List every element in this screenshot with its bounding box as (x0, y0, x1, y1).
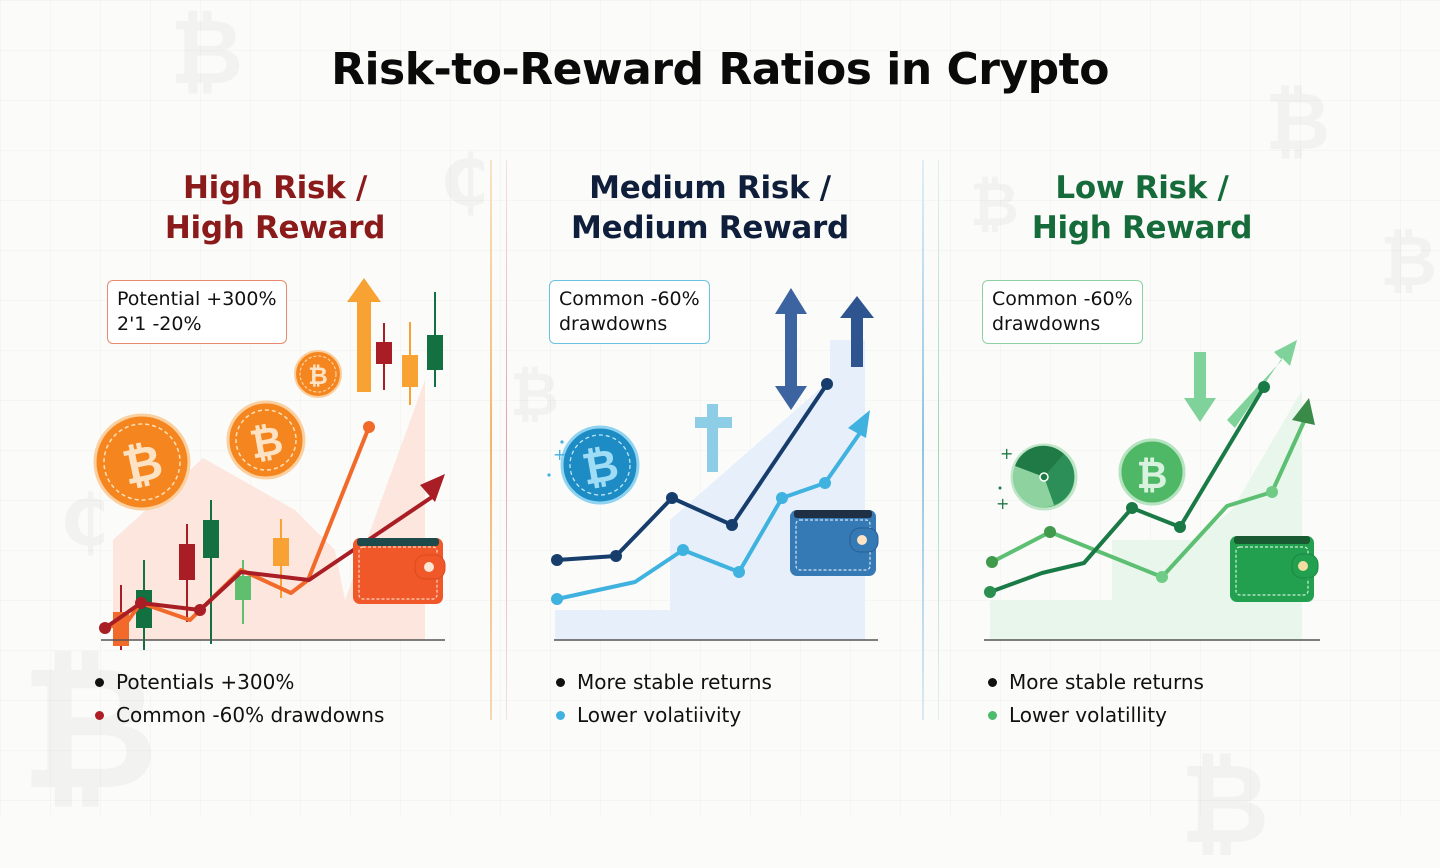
dark-green-line (989, 385, 1266, 594)
bullet-item: More stable returns (988, 666, 1204, 699)
callout-box: Common -60% drawdowns (549, 280, 710, 344)
svg-text:+: + (553, 445, 566, 464)
panel-high-risk: High Risk / High Reward Potential +300% … (75, 160, 475, 740)
callout-box: Common -60% drawdowns (982, 280, 1143, 344)
bitcoin-coin-icon: ₿ (226, 400, 306, 480)
bitcoin-coin-icon: ₿ + (547, 425, 640, 505)
callout-box: Potential +300% 2'1 -20% (107, 280, 287, 344)
arrow-head (1292, 398, 1315, 425)
heading-line-2: High Reward (1031, 210, 1253, 246)
bitcoin-coin-icon: ₿ (93, 413, 191, 511)
panel-low-risk: Low Risk / High Reward Common -60% drawd… (962, 160, 1362, 740)
divider-left-accent (506, 160, 507, 720)
svg-text:₿: ₿ (578, 439, 622, 495)
panel-heading: Medium Risk / Medium Reward (510, 168, 910, 248)
bullet-list: More stable returns Lower volatillity (988, 666, 1204, 732)
light-green-line (991, 414, 1309, 579)
bullet-item: Potentials +300% (95, 666, 384, 699)
bullet-item: Lower volatillity (988, 699, 1204, 732)
callout-line-1: Common -60% (559, 288, 700, 310)
callout-line-1: Common -60% (992, 288, 1133, 310)
svg-text:₿: ₿ (246, 417, 286, 468)
bullet-dot (988, 678, 997, 687)
medium-risk-chart: ₿ + (547, 288, 879, 641)
bullet-list: Potentials +300% Common -60% drawdowns (95, 666, 384, 732)
bitcoin-watermark-icon: ₿ (1380, 220, 1437, 302)
divider-left (490, 160, 492, 720)
up-arrow-icon (840, 296, 874, 367)
bullet-dot (556, 678, 565, 687)
bullet-dot (95, 711, 104, 720)
wallet-icon (790, 510, 879, 576)
bullet-dot (95, 678, 104, 687)
heading-line-2: Medium Reward (571, 210, 849, 246)
heading-line-1: Low Risk / (1055, 170, 1229, 206)
panel-heading: High Risk / High Reward (75, 168, 475, 248)
arrow-head (420, 474, 445, 502)
wallet-icon (1230, 536, 1319, 602)
up-arrow-icon (347, 278, 381, 392)
callout-line-2: drawdowns (992, 313, 1101, 335)
pie-chart-icon: + + (996, 443, 1078, 513)
area-fill (990, 390, 1302, 640)
bitcoin-watermark-icon: ₿ (1180, 740, 1270, 868)
arrow-head (848, 410, 870, 438)
bullet-item: Common -60% drawdowns (95, 699, 384, 732)
callout-line-2: 2'1 -20% (117, 313, 202, 335)
bullet-list: More stable returns Lower volatiivity (556, 666, 772, 732)
plus-cross-icon (695, 404, 732, 472)
callout-line-2: drawdowns (559, 313, 668, 335)
heading-line-1: High Risk / (182, 170, 367, 206)
bullet-item: More stable returns (556, 666, 772, 699)
svg-text:+: + (996, 494, 1009, 513)
candlestick-icon (376, 292, 443, 405)
svg-text:+: + (1000, 444, 1013, 463)
divider-right (922, 160, 924, 720)
panel-medium-risk: Medium Risk / Medium Reward Common -60% … (510, 160, 910, 740)
up-down-arrow-icon (775, 288, 807, 410)
panel-heading: Low Risk / High Reward (922, 168, 1362, 248)
bullet-dot (556, 711, 565, 720)
down-arrow-icon (1184, 352, 1216, 422)
divider-right-accent (938, 160, 939, 720)
page-title: Risk-to-Reward Ratios in Crypto (331, 44, 1109, 95)
bullet-item: Lower volatiivity (556, 699, 772, 732)
area-fill (555, 340, 865, 640)
candlestick-icon (113, 500, 289, 650)
low-risk-chart: + + ₿ (984, 340, 1320, 641)
heading-line-1: Medium Risk / (589, 170, 831, 206)
wallet-icon (353, 538, 446, 604)
dark-red-line (103, 493, 437, 630)
svg-text:₿: ₿ (308, 362, 328, 390)
bullet-dot (988, 711, 997, 720)
svg-text:₿: ₿ (1137, 453, 1168, 497)
heading-line-2: High Reward (164, 210, 386, 246)
callout-line-1: Potential +300% (117, 288, 277, 310)
bitcoin-coin-icon: ₿ (1118, 438, 1186, 506)
high-risk-chart: ₿ ₿ ₿ (93, 278, 446, 650)
bitcoin-coin-icon: ₿ (294, 350, 342, 398)
